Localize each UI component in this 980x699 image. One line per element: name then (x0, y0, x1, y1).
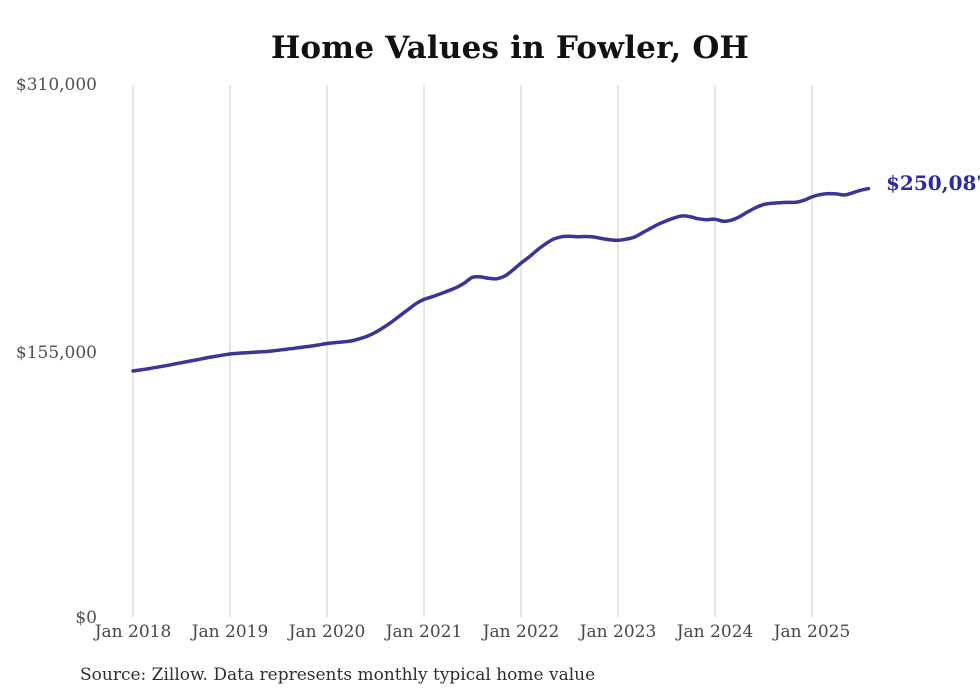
y-axis-label-310000: $310,000 (15, 75, 97, 95)
y-axis-label-0: $0 (75, 608, 97, 628)
x-axis-label-jan-2024: Jan 2024 (676, 622, 754, 642)
x-axis-label-jan-2020: Jan 2020 (288, 622, 366, 642)
source-note: Source: Zillow. Data represents monthly … (80, 665, 596, 685)
chart-title: Home Values in Fowler, OH (270, 30, 750, 66)
x-axis-label-jan-2018: Jan 2018 (94, 622, 172, 642)
x-axis-label-jan-2023: Jan 2023 (579, 622, 657, 642)
x-axis-label-jan-2019: Jan 2019 (191, 622, 269, 642)
x-axis-label-jan-2025: Jan 2025 (773, 622, 851, 642)
x-axis-label-jan-2021: Jan 2021 (385, 622, 463, 642)
y-axis-label-155000: $155,000 (15, 343, 97, 363)
current-value-label: $250,087 (886, 171, 980, 195)
x-axis-label-jan-2022: Jan 2022 (482, 622, 560, 642)
home-value-line-series (131, 186, 871, 373)
